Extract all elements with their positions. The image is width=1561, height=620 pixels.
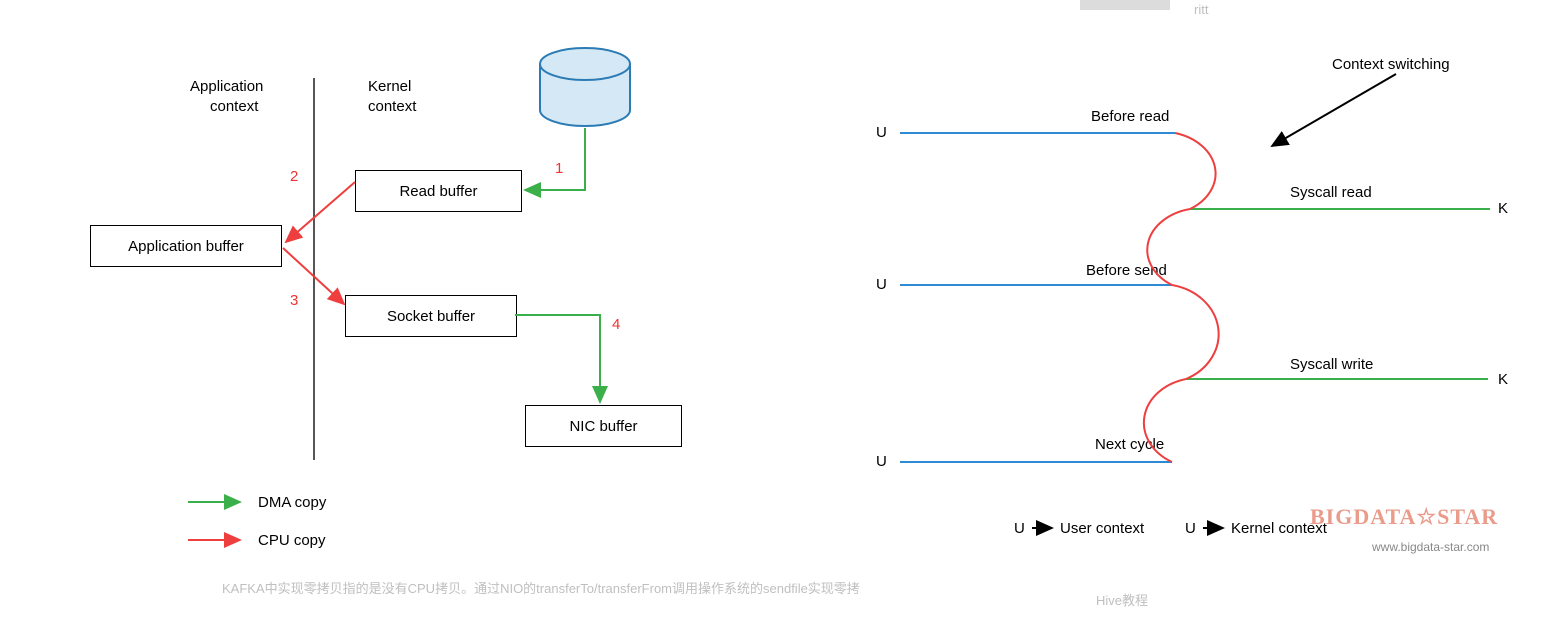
legend-user-context: User context [1060,520,1144,537]
label-syscall-read: Syscall read [1290,184,1372,201]
step-4: 4 [612,316,620,333]
arrow-2 [286,182,355,242]
arc-3 [1172,285,1219,379]
legend-u-user: U [1014,520,1025,537]
arc-1 [1175,133,1216,209]
label-context-switching: Context switching [1332,56,1450,73]
label-before-send: Before send [1086,262,1167,279]
label-syscall-write: Syscall write [1290,356,1373,373]
watermark-url: www.bigdata-star.com [1372,540,1489,554]
step-1: 1 [555,160,563,177]
label-before-read: Before read [1091,108,1169,125]
arrow-4 [515,315,600,402]
top-right-frag: ritt [1194,2,1208,17]
label-u3: U [876,453,887,470]
step-2: 2 [290,168,298,185]
ctx-switch-arrow [1272,74,1396,146]
label-kernel-ctx-2: context [368,98,416,115]
top-right-smudge [1080,0,1170,10]
label-app-ctx-2: context [210,98,258,115]
watermark-brand: BIGDATA☆STAR [1310,504,1498,530]
legend-dma-label: DMA copy [258,494,326,511]
diagram-stage: Application context Kernel context Read … [0,0,1561,620]
label-next-cycle: Next cycle [1095,436,1164,453]
step-3: 3 [290,292,298,309]
footer-caption: KAFKA中实现零拷贝指的是没有CPU拷贝。通过NIO的transferTo/t… [222,578,860,597]
label-u1: U [876,124,887,141]
box-nic-buffer: NIC buffer [525,405,682,447]
box-application-buffer: Application buffer [90,225,282,267]
label-k2: K [1498,371,1508,388]
legend-u-kernel: U [1185,520,1196,537]
label-k1: K [1498,200,1508,217]
label-kernel-ctx-1: Kernel [368,78,411,95]
label-u2: U [876,276,887,293]
footer-hive: Hive教程 [1096,590,1148,609]
legend-cpu-label: CPU copy [258,532,326,549]
box-read-buffer: Read buffer [355,170,522,212]
label-app-ctx-1: Application [190,78,263,95]
box-socket-buffer: Socket buffer [345,295,517,337]
disk-cylinder-icon [540,48,630,126]
arrow-1 [525,128,585,190]
